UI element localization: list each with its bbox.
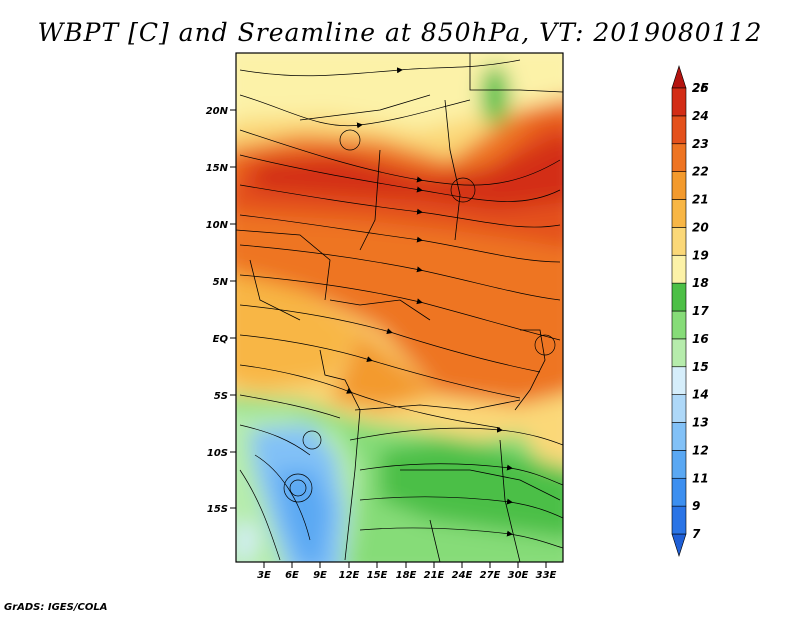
lat-tick-label: EQ (213, 334, 229, 345)
colorbar-segment (671, 199, 687, 228)
colorbar-segment (671, 87, 687, 117)
lat-tick: EQ (213, 334, 236, 345)
colorbar-segment (671, 338, 687, 368)
lon-tick-label: 27E (480, 570, 501, 581)
colorbar-segment (671, 254, 687, 284)
lon-tick-label: 30E (508, 570, 529, 581)
lon-tick: 33E (536, 562, 557, 581)
colorbar-segment (671, 450, 687, 479)
lon-tick: 15E (367, 562, 388, 581)
lat-tick: 10N (206, 220, 236, 231)
colorbar-label: 21 (692, 193, 709, 207)
lon-tick-label: 15E (367, 570, 388, 581)
boundaries (236, 53, 563, 562)
colorbar-label: 13 (692, 416, 709, 430)
colorbar-label: 14 (692, 388, 709, 402)
lon-tick: 12E (339, 562, 360, 581)
lon-tick-label: 18E (396, 570, 417, 581)
lon-tick: 18E (396, 562, 417, 581)
colorbar-label: 7 (692, 527, 701, 541)
wbpt-shading (236, 53, 563, 562)
colorbar-label: 23 (692, 137, 709, 151)
colorbar-segment (671, 143, 687, 172)
lon-tick-label: 24E (452, 570, 473, 581)
lat-tick: 15S (207, 504, 236, 515)
lat-tick: 15N (206, 163, 236, 174)
colorbar-label: 20 (692, 220, 709, 234)
lon-tick: 6E (285, 562, 299, 581)
colorbar-label: 19 (692, 248, 709, 262)
colorbar-segment (671, 477, 687, 507)
lon-tick: 27E (480, 562, 501, 581)
colorbar-segment (671, 282, 687, 312)
lon-tick-label: 3E (257, 570, 271, 581)
footer-credit: GrADS: IGES/COLA (4, 602, 108, 613)
map-title: WBPT [C] and Sreamline at 850hPa, VT: 20… (37, 18, 763, 47)
colorbar-label: 24 (692, 109, 709, 123)
colorbar-segment (671, 115, 687, 145)
lon-tick: 30E (508, 562, 529, 581)
colorbar-segment (671, 505, 687, 535)
lon-tick: 3E (257, 562, 271, 581)
lon-tick-label: 6E (285, 570, 299, 581)
colorbar-label: 15 (692, 360, 709, 374)
lat-tick-label: 15N (206, 163, 229, 174)
streamlines (239, 59, 563, 561)
lon-tick: 21E (424, 562, 445, 581)
lon-tick: 9E (313, 562, 327, 581)
lat-tick-label: 10N (206, 220, 229, 231)
lat-tick: 5S (214, 391, 236, 402)
lat-tick: 5N (213, 277, 236, 288)
lat-tick-label: 10S (207, 448, 228, 459)
lon-axis: 3E 6E 9E 12E 15E 18E 21E 24E 27E 30E 33E (257, 562, 557, 581)
colorbar-label: 26 (692, 81, 709, 95)
lat-tick-label: 5N (213, 277, 229, 288)
colorbar-label: 11 (692, 471, 709, 485)
colorbar-segment (671, 310, 687, 340)
lat-axis: 20N 15N 10N 5N EQ 5S 10S 15S (206, 106, 236, 515)
colorbar-segment (671, 422, 687, 451)
lat-tick-label: 20N (206, 106, 229, 117)
colorbar-segment (671, 171, 687, 200)
colorbar-label: 18 (692, 276, 709, 290)
colorbar-segment (671, 394, 687, 423)
colorbar-label: 16 (692, 332, 709, 346)
lon-tick-label: 12E (339, 570, 360, 581)
map-area (236, 53, 563, 562)
lon-tick-label: 9E (313, 570, 327, 581)
colorbar-segment (671, 533, 687, 557)
lon-tick-label: 33E (536, 570, 557, 581)
lat-tick-label: 15S (207, 504, 228, 515)
colorbar-label: 25 (692, 81, 709, 95)
lat-tick: 10S (207, 448, 236, 459)
map-frame (235, 52, 564, 563)
colorbar-segment (671, 65, 687, 89)
colorbar-segment (671, 227, 687, 256)
lon-tick-label: 21E (424, 570, 445, 581)
lat-tick: 20N (206, 106, 236, 117)
colorbar-label: 22 (692, 165, 709, 179)
colorbar-segment (671, 366, 687, 395)
colorbar-label: 9 (692, 499, 700, 513)
lat-tick-label: 5S (214, 391, 228, 402)
colorbar-label: 17 (692, 304, 709, 318)
lon-tick: 24E (452, 562, 473, 581)
colorbar-label: 12 (692, 443, 709, 457)
